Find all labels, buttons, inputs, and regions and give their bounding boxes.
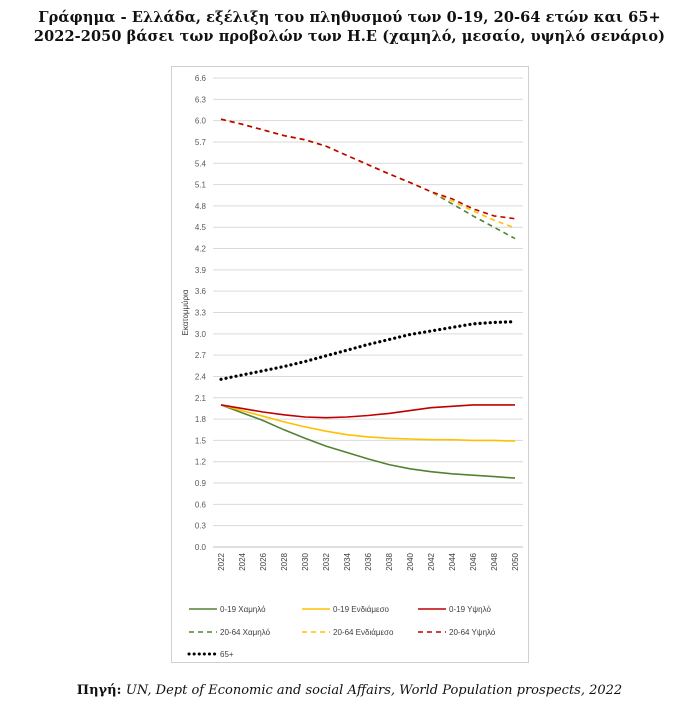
- legend-label-1: 0-19 Χαμηλό: [220, 605, 266, 614]
- y-tick-label: 0.9: [195, 479, 207, 488]
- x-tick-label: 2022: [217, 552, 226, 570]
- chart-title-line2: 2022-2050 βάσει των προβολών των Η.Ε (χα…: [33, 28, 666, 45]
- x-tick-label: 2036: [364, 552, 373, 570]
- y-tick-label: 0.3: [195, 522, 207, 531]
- series-line-7: [219, 320, 517, 381]
- y-tick-label: 5.1: [195, 181, 207, 190]
- y-tick-label: 3.6: [195, 287, 207, 296]
- y-tick-label: 1.8: [195, 415, 207, 424]
- legend-label-2: 0-19 Ενδιάμεσο: [333, 605, 390, 614]
- y-tick-label: 4.5: [195, 223, 207, 232]
- x-tick-label: 2040: [406, 552, 415, 570]
- x-tick-label: 2050: [511, 552, 520, 570]
- series-line-6: [220, 118, 516, 220]
- x-tick-label: 2030: [301, 552, 310, 570]
- x-tick-label: 2032: [322, 552, 331, 570]
- y-tick-label: 4.2: [195, 245, 207, 254]
- y-tick-label: 1.5: [195, 436, 207, 445]
- y-tick-label: 3.9: [195, 266, 207, 275]
- y-tick-label: 3.0: [195, 330, 207, 339]
- source-note: Πηγή: UN, Dept of Economic and social Af…: [76, 683, 623, 698]
- y-tick-label: 5.4: [195, 159, 207, 168]
- legend-label-5: 20-64 Ενδιάμεσο: [333, 628, 394, 637]
- y-tick-label: 6.3: [195, 95, 207, 104]
- legend-label-7: 65+: [220, 650, 234, 659]
- series-line-2: [220, 404, 516, 442]
- series-line-5: [220, 118, 516, 229]
- source-text: UN, Dept of Economic and social Affairs,…: [125, 683, 623, 698]
- x-tick-label: 2044: [448, 552, 457, 570]
- legend-label-4: 20-64 Χαμηλό: [220, 628, 271, 637]
- x-tick-label: 2048: [490, 552, 499, 570]
- series-line-3: [220, 404, 515, 419]
- y-tick-label: 2.4: [195, 372, 207, 381]
- y-tick-label: 2.1: [195, 394, 207, 403]
- chart-frame: [171, 66, 529, 663]
- y-tick-label: 2.7: [195, 351, 207, 360]
- x-tick-label: 2046: [469, 552, 478, 570]
- chart-title-line1: Γράφημα - Ελλάδα, εξέλιξη του πληθυσμού …: [38, 9, 661, 26]
- legend-label-6: 20-64 Υψηλό: [449, 628, 496, 637]
- series-line-4: [220, 118, 516, 240]
- y-tick-label: 6.6: [195, 74, 207, 83]
- source-label: Πηγή: [76, 683, 117, 698]
- y-tick-label: 3.3: [195, 309, 207, 318]
- legend-label-3: 0-19 Υψηλό: [449, 605, 491, 614]
- y-tick-label: 4.8: [195, 202, 207, 211]
- y-axis-label: Εκατομμύρια: [181, 289, 190, 335]
- y-tick-label: 6.0: [195, 117, 207, 126]
- y-tick-label: 1.2: [195, 458, 207, 467]
- x-tick-label: 2038: [385, 552, 394, 570]
- x-tick-label: 2042: [427, 552, 436, 570]
- x-tick-label: 2026: [259, 552, 268, 570]
- y-tick-label: 0.0: [195, 543, 207, 552]
- x-tick-label: 2028: [280, 552, 289, 570]
- y-tick-label: 5.7: [195, 138, 207, 147]
- x-tick-label: 2024: [238, 552, 247, 570]
- x-tick-label: 2034: [343, 552, 352, 570]
- y-tick-label: 0.6: [195, 500, 207, 509]
- series-line-1: [220, 404, 516, 479]
